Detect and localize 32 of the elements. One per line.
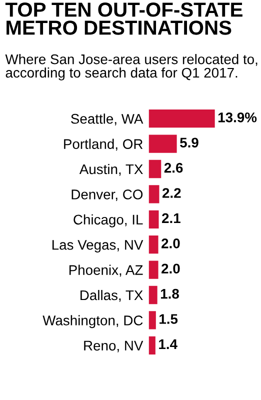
data-label: 2.1 bbox=[162, 213, 180, 223]
y-tick-label: Denver, CO bbox=[72, 190, 143, 202]
y-tick-label: Chicago, IL bbox=[74, 214, 143, 228]
data-label: 13.9% bbox=[218, 112, 257, 122]
bar bbox=[148, 236, 158, 254]
bar bbox=[148, 185, 160, 204]
data-label: 2.6 bbox=[164, 162, 183, 173]
data-label: 2.0 bbox=[162, 238, 180, 248]
data-label: 5.9 bbox=[180, 138, 198, 148]
bar bbox=[148, 210, 159, 228]
y-tick-label: Las Vegas, NV bbox=[52, 240, 144, 253]
bar bbox=[148, 311, 156, 330]
y-tick-label: Dallas, TX bbox=[80, 290, 143, 302]
bar bbox=[148, 286, 158, 304]
y-tick-label: Washington, DC bbox=[42, 315, 143, 328]
data-label: 1.8 bbox=[160, 288, 179, 299]
bar bbox=[148, 134, 177, 153]
y-tick-label: Reno, NV bbox=[84, 340, 144, 352]
data-label: 1.4 bbox=[159, 339, 178, 349]
y-tick-label: Seattle, WA bbox=[71, 114, 144, 126]
y-tick-label: Phoenix, AZ bbox=[69, 264, 143, 277]
data-label: 1.5 bbox=[160, 314, 178, 324]
chart-title: TOP TEN OUT-OF-STATE METRO DESTINATIONS bbox=[5, 2, 242, 35]
data-label: 2.2 bbox=[162, 188, 181, 198]
data-label: 2.0 bbox=[162, 264, 180, 274]
bar bbox=[148, 260, 158, 279]
bar bbox=[148, 160, 162, 178]
y-tick-label: Portland, OR bbox=[64, 138, 143, 151]
bar bbox=[148, 336, 156, 354]
bar bbox=[148, 110, 215, 128]
y-tick-label: Austin, TX bbox=[79, 164, 143, 176]
chart-subtitle: Where San Jose-area users relocated to, according to search data for Q1 2017. bbox=[5, 54, 258, 80]
